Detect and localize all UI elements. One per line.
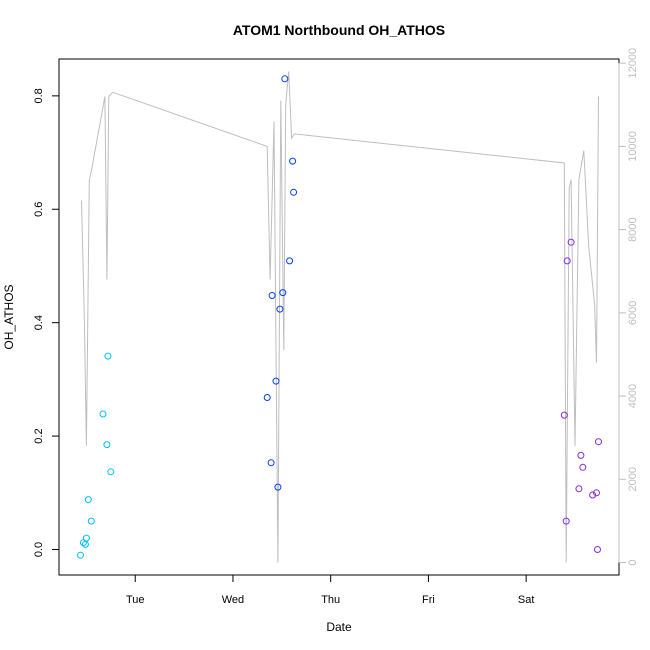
x-tick-label: Tue [126,594,145,606]
data-point [575,485,583,493]
data-point [589,491,597,499]
data-point [594,546,601,553]
y-axis: 0.0 0.2 0.4 0.6 0.8 [33,88,60,557]
x-tick-label: Sat [518,594,535,606]
data-point [279,289,287,297]
data-point [560,411,568,419]
y-tick-label: 0.8 [33,88,45,103]
x-tick-label: Fri [422,594,435,606]
data-point [579,463,587,471]
data-point [286,257,294,265]
x-axis: Tue Wed Thu Fri Sat [126,574,535,606]
right-tick-label: 8000 [627,217,639,241]
data-point [276,305,284,313]
plot-area [58,58,620,576]
data-point [82,534,90,542]
chart-title: ATOM1 Northbound OH_ATHOS [233,22,445,38]
right-tick-label: 0 [627,559,639,565]
x-tick-label: Thu [321,594,340,606]
data-points [77,75,602,559]
right-tick-label: 10000 [627,131,639,162]
y-tick-label: 0.4 [33,315,45,330]
data-point [103,441,111,449]
data-point [272,377,280,385]
right-axis: 0 2000 4000 6000 8000 10000 12000 [618,48,639,566]
data-point [107,468,115,476]
data-point [567,238,575,246]
data-point [104,352,112,360]
data-point [274,483,282,491]
data-point [268,292,276,299]
x-axis-label: Date [326,620,352,634]
y-tick-label: 0.6 [33,202,45,217]
right-tick-label: 6000 [627,301,639,325]
data-point [562,517,570,525]
data-point [595,438,602,446]
right-tick-label: 12000 [627,48,639,79]
y-tick-label: 0.0 [33,542,45,557]
x-tick-label: Wed [222,594,244,606]
data-point [77,551,84,559]
data-point [87,517,95,525]
altitude-polyline [81,71,599,563]
data-point [563,257,571,265]
data-point [289,157,297,165]
right-tick-label: 4000 [627,384,639,408]
y-tick-label: 0.2 [33,428,45,443]
data-point [84,496,92,504]
data-point [290,188,298,196]
y-axis-label: OH_ATHOS [2,284,16,349]
data-point [281,75,289,83]
right-tick-label: 2000 [627,467,639,491]
altitude-line [81,71,599,563]
data-point [593,489,600,497]
data-point [263,394,271,401]
data-point [267,459,275,467]
data-point [577,451,585,459]
data-point [99,410,107,418]
